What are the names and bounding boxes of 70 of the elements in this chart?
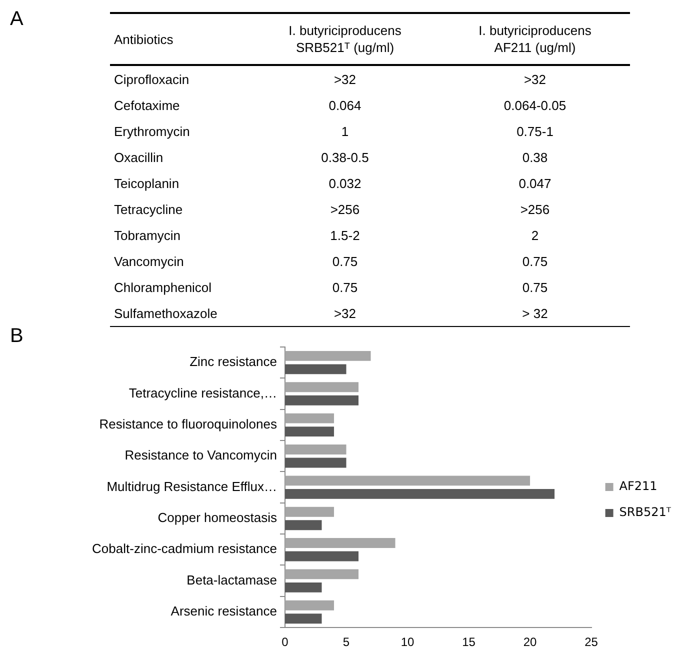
- data-label: 0.064-0.05: [502, 96, 568, 114]
- bar: [285, 506, 334, 517]
- bar: [285, 458, 346, 468]
- category-label: Tetracycline: [113, 200, 184, 219]
- data-label: >256: [329, 200, 361, 218]
- data-label: >32: [332, 70, 358, 88]
- data-label: 1.5-2: [329, 226, 361, 244]
- text: B: [10, 325, 24, 348]
- category-label: Cefotaxime: [113, 96, 181, 114]
- data-label: >32: [522, 70, 548, 88]
- category-label: Vancomycin: [113, 252, 185, 271]
- category-label: Ciprofloxacin: [113, 70, 190, 89]
- data-label: 0.75-1: [516, 122, 554, 140]
- category-label: Teicoplanin: [113, 174, 180, 193]
- x-tick-label: 15: [462, 635, 476, 650]
- data-label: 0.064: [328, 96, 362, 114]
- data-label: 0.75: [331, 278, 359, 296]
- bar: [285, 520, 322, 530]
- bar: [285, 614, 322, 624]
- y-tick-label: Arsenic resistance: [170, 604, 277, 619]
- text: A: [10, 8, 24, 31]
- y-tick-label: Copper homeostasis: [158, 510, 278, 526]
- y-tick-label: Zinc resistance: [190, 354, 277, 370]
- y-tick-label: Resistance to fluoroquinolones: [99, 416, 278, 432]
- bar: [285, 488, 555, 499]
- y-tick-label: Multidrug Resistance Efflux…: [106, 478, 277, 494]
- bar: [285, 600, 334, 610]
- bar: [285, 382, 359, 392]
- bar: [285, 350, 371, 361]
- text: I. butyriciproducens AF211 (ug/ml): [440, 13, 630, 65]
- data-label: 0.38-0.5: [320, 148, 370, 166]
- data-label: 1: [340, 122, 350, 140]
- bar: [285, 551, 359, 562]
- x-tick-label: 10: [400, 635, 415, 650]
- y-tick-label: Beta-lactamase: [186, 572, 277, 588]
- bar: [285, 476, 530, 486]
- category-label: Sulfamethoxazole: [110, 300, 250, 326]
- category-label: Tobramycin: [113, 226, 182, 245]
- bar: [285, 395, 359, 406]
- bar: [285, 413, 334, 424]
- bar: [285, 538, 396, 548]
- x-tick-label: 20: [523, 635, 538, 650]
- bar: [285, 582, 322, 592]
- data-label: 0.032: [328, 174, 362, 192]
- text: I. butyriciproducens SRB521ᵀ (ug/ml): [250, 13, 440, 65]
- category-label: Oxacillin: [113, 148, 164, 166]
- data-label: 0.38: [521, 148, 549, 166]
- bar: [285, 444, 346, 454]
- y-tick-label: Tetracycline resistance,…: [128, 385, 277, 400]
- bar: [285, 426, 334, 437]
- bar: [285, 364, 346, 374]
- data-label: > 32: [440, 300, 630, 326]
- legend-label: SRB521ᵀ: [619, 505, 672, 520]
- y-tick-label: Resistance to Vancomycin: [124, 448, 277, 463]
- data-label: >256: [519, 200, 551, 218]
- x-tick-label: 5: [342, 635, 350, 650]
- category-label: Chloramphenicol: [113, 278, 213, 297]
- y-tick-label: Cobalt-zinc-cadmium resistance: [92, 541, 277, 556]
- data-label: >32: [250, 300, 440, 326]
- legend-label: AF211: [619, 479, 658, 494]
- x-tick-label: 25: [584, 635, 598, 650]
- x-tick-label: 0: [282, 635, 289, 650]
- text: Antibiotics: [110, 13, 250, 65]
- data-label: 2: [530, 226, 540, 244]
- data-label: 0.047: [518, 174, 552, 192]
- data-label: 0.75: [521, 252, 549, 270]
- bar: [285, 569, 359, 580]
- data-label: 0.75: [521, 278, 549, 296]
- category-label: Erythromycin: [113, 122, 191, 141]
- data-label: 0.75: [331, 252, 359, 270]
